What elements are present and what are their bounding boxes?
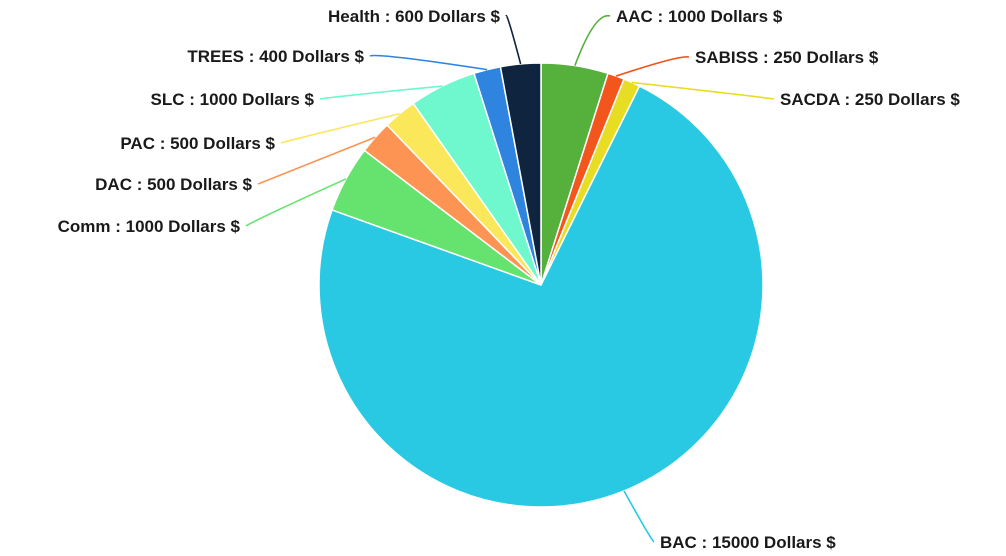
slice-label-health: Health : 600 Dollars $ xyxy=(328,7,501,26)
labels-layer: AAC : 1000 Dollars $ SABISS : 250 Dollars… xyxy=(58,7,961,552)
connector-dac xyxy=(257,136,376,185)
slice-label-pac: PAC : 500 Dollars $ xyxy=(120,134,275,153)
connector-slc xyxy=(319,85,443,100)
connector-sabiss xyxy=(615,56,690,77)
slice-label-comm: Comm : 1000 Dollars $ xyxy=(58,217,241,236)
connector-pac xyxy=(280,112,400,144)
connector-aac xyxy=(574,15,611,66)
slice-label-dac: DAC : 500 Dollars $ xyxy=(95,175,252,194)
connector-trees xyxy=(369,54,488,71)
slice-label-slc: SLC : 1000 Dollars $ xyxy=(151,90,315,109)
slice-label-sacda: SACDA : 250 Dollars $ xyxy=(780,90,960,109)
slices-layer xyxy=(318,62,764,508)
slice-label-aac: AAC : 1000 Dollars $ xyxy=(616,7,783,26)
connector-comm xyxy=(245,178,347,227)
slice-label-trees: TREES : 400 Dollars $ xyxy=(187,47,364,66)
connector-health xyxy=(505,15,522,65)
slice-label-bac: BAC : 15000 Dollars $ xyxy=(660,533,836,552)
connector-sacda xyxy=(631,81,775,100)
pie-slice-bac xyxy=(318,85,764,508)
connector-bac xyxy=(623,490,655,543)
connectors-layer xyxy=(245,15,775,543)
slice-label-sabiss: SABISS : 250 Dollars $ xyxy=(695,48,879,67)
